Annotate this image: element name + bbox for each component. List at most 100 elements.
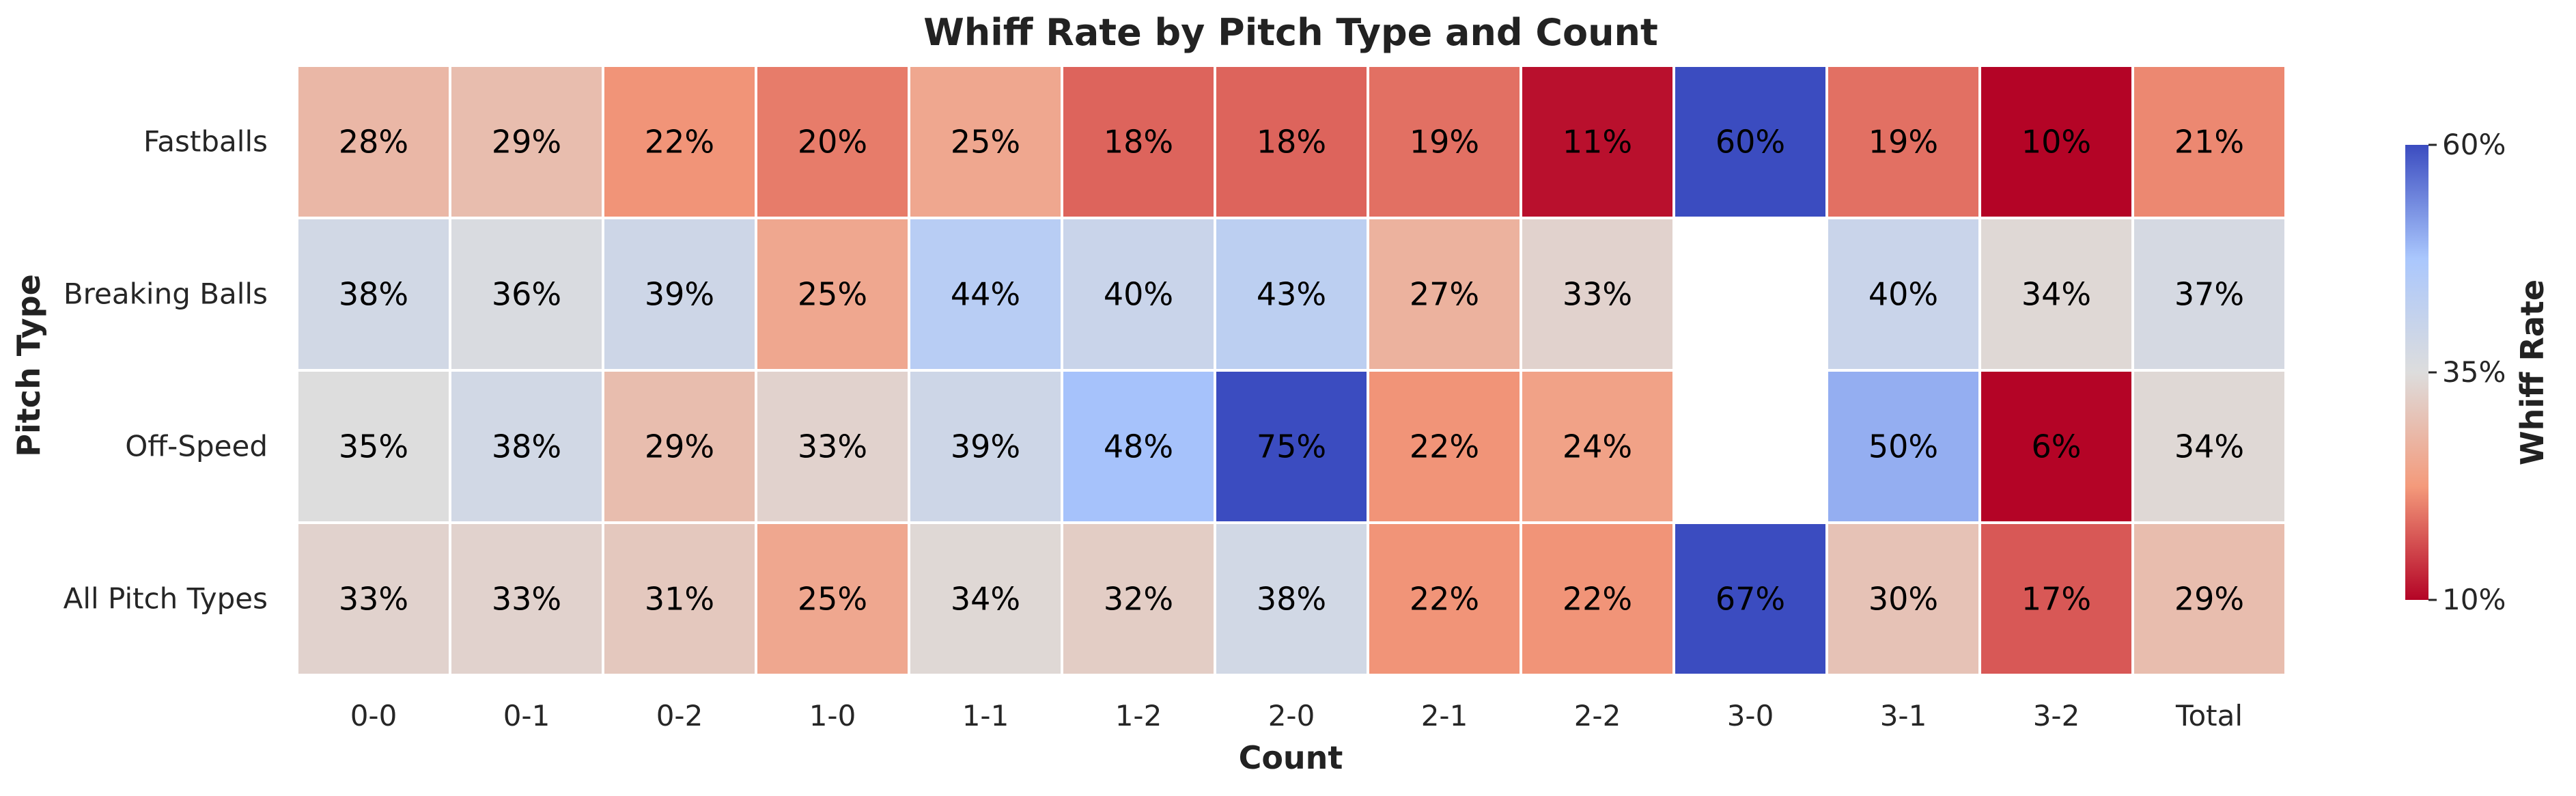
- cell-value-label: 35%: [339, 428, 408, 465]
- cell-value-label: 67%: [1716, 581, 1785, 618]
- heatmap-cell: [1061, 64, 1216, 219]
- cell-value-label: 33%: [339, 581, 408, 618]
- heatmap-cell: [1672, 64, 1828, 219]
- cell-value-label: 22%: [1563, 581, 1632, 618]
- cell-value-label: 38%: [339, 276, 408, 313]
- colorbar-label: Whiff Rate: [2514, 279, 2551, 465]
- cell-value-label: 44%: [951, 276, 1020, 313]
- heatmap-cell: [908, 217, 1063, 372]
- cell-value-label: 28%: [339, 124, 408, 161]
- cell-value-label: 40%: [1104, 276, 1173, 313]
- column-tick-label: 3-0: [1727, 699, 1774, 732]
- cell-value-label: 22%: [1410, 428, 1479, 465]
- column-tick-label: 1-2: [1115, 699, 1162, 732]
- cell-value-label: 19%: [1868, 124, 1938, 161]
- column-tick-label: 0-1: [503, 699, 550, 732]
- cell-value-label: 25%: [951, 124, 1020, 161]
- column-tick-label: 2-2: [1574, 699, 1621, 732]
- cell-value-label: 34%: [2021, 276, 2091, 313]
- cell-value-label: 38%: [1257, 581, 1326, 618]
- column-tick-label: 2-1: [1421, 699, 1468, 732]
- column-tick-label: 2-0: [1268, 699, 1315, 732]
- cell-value-label: 19%: [1410, 124, 1479, 161]
- heatmap-cell: [755, 521, 910, 676]
- row-tick-label: All Pitch Types: [64, 582, 268, 616]
- cell-value-label: 22%: [1410, 581, 1479, 618]
- heatmap-cell: [1061, 369, 1216, 524]
- heatmap-cell: [449, 64, 604, 219]
- colorbar-ticks: 60% 35% 10%: [2428, 128, 2506, 616]
- heatmap-cell: [1672, 521, 1828, 676]
- column-tick-label: 3-1: [1880, 699, 1927, 732]
- heatmap-cell: [1367, 217, 1522, 372]
- cell-value-label: 33%: [1563, 276, 1632, 313]
- heatmap-cell: [1825, 521, 1981, 676]
- cell-value-label: 34%: [2174, 428, 2244, 465]
- cell-value-label: 34%: [951, 581, 1020, 618]
- heatmap-cell: [1978, 64, 2134, 219]
- column-tick-label: 0-2: [656, 699, 703, 732]
- heatmap-cell: [2131, 369, 2287, 524]
- row-tick-label: Breaking Balls: [64, 277, 268, 311]
- heatmap-cell: [1061, 217, 1216, 372]
- row-tick-label: Off-Speed: [125, 430, 268, 463]
- cell-value-label: 39%: [951, 428, 1020, 465]
- cell-value-label: 29%: [492, 124, 561, 161]
- column-tick-label: 0-0: [350, 699, 397, 732]
- heatmap-cell: [1214, 217, 1369, 372]
- cell-value-label: 18%: [1104, 124, 1173, 161]
- heatmap-cell: [296, 521, 451, 676]
- cell-value-label: 60%: [1716, 124, 1785, 161]
- heatmap-cell: [449, 369, 604, 524]
- column-tick-labels: 0-0 0-1 0-2 1-0 1-1 1-2 2-0 2-1 2-2 3-0 3-1 3-2 Tota…: [350, 699, 2243, 732]
- column-tick-label: 1-1: [962, 699, 1009, 732]
- cell-value-label: 36%: [492, 276, 561, 313]
- heatmap-cell: [296, 217, 451, 372]
- heatmap-cell: [1367, 64, 1522, 219]
- cell-value-label: 29%: [2174, 581, 2244, 618]
- heatmap-cell: [296, 64, 451, 219]
- colorbar: [2405, 145, 2428, 600]
- cell-value-label: 43%: [1257, 276, 1326, 313]
- heatmap-cell: [1825, 217, 1981, 372]
- heatmap-cell: [449, 521, 604, 676]
- cell-value-label: 20%: [798, 124, 867, 161]
- colorbar-tick-label: 10%: [2442, 583, 2506, 616]
- heatmap-cell: [1061, 521, 1216, 676]
- cell-value-label: 29%: [645, 428, 714, 465]
- heatmap-cell: [602, 64, 757, 219]
- heatmap-cells: 28% 29% 22% 20% 25% 18% 18% 19% 11% 60% 19% 10% 21% 3…: [296, 64, 2287, 676]
- colorbar-tick-label: 35%: [2442, 355, 2506, 389]
- cell-value-label: 30%: [1868, 581, 1938, 618]
- cell-value-label: 75%: [1257, 428, 1326, 465]
- chart-title: Whiff Rate by Pitch Type and Count: [923, 11, 1658, 54]
- cell-value-label: 21%: [2174, 124, 2244, 161]
- heatmap-cell: [1520, 521, 1675, 676]
- cell-value-label: 11%: [1563, 124, 1632, 161]
- heatmap-cell: [602, 217, 757, 372]
- heatmap-cell: [1520, 217, 1675, 372]
- heatmap-cell: [1978, 369, 2134, 524]
- cell-value-label: 27%: [1410, 276, 1479, 313]
- heatmap-cell: [2131, 217, 2287, 372]
- cell-value-label: 24%: [1563, 428, 1632, 465]
- heatmap-cell: [602, 521, 757, 676]
- cell-value-label: 31%: [645, 581, 714, 618]
- row-tick-labels: Fastballs Breaking Balls Off-Speed All Pitc…: [64, 125, 268, 616]
- cell-value-label: 17%: [2021, 581, 2091, 618]
- y-axis-label: Pitch Type: [10, 274, 47, 457]
- cell-value-label: 33%: [492, 581, 561, 618]
- column-tick-label: Total: [2175, 699, 2243, 732]
- cell-value-label: 38%: [492, 428, 561, 465]
- cell-value-label: 10%: [2021, 124, 2091, 161]
- x-axis-label: Count: [1239, 739, 1343, 776]
- cell-value-label: 25%: [798, 276, 867, 313]
- cell-value-label: 33%: [798, 428, 867, 465]
- colorbar-tick-label: 60%: [2442, 128, 2506, 161]
- heatmap-cell: [755, 369, 910, 524]
- row-tick-label: Fastballs: [143, 125, 268, 159]
- cell-value-label: 40%: [1868, 276, 1938, 313]
- cell-value-label: 22%: [645, 124, 714, 161]
- cell-value-label: 25%: [798, 581, 867, 618]
